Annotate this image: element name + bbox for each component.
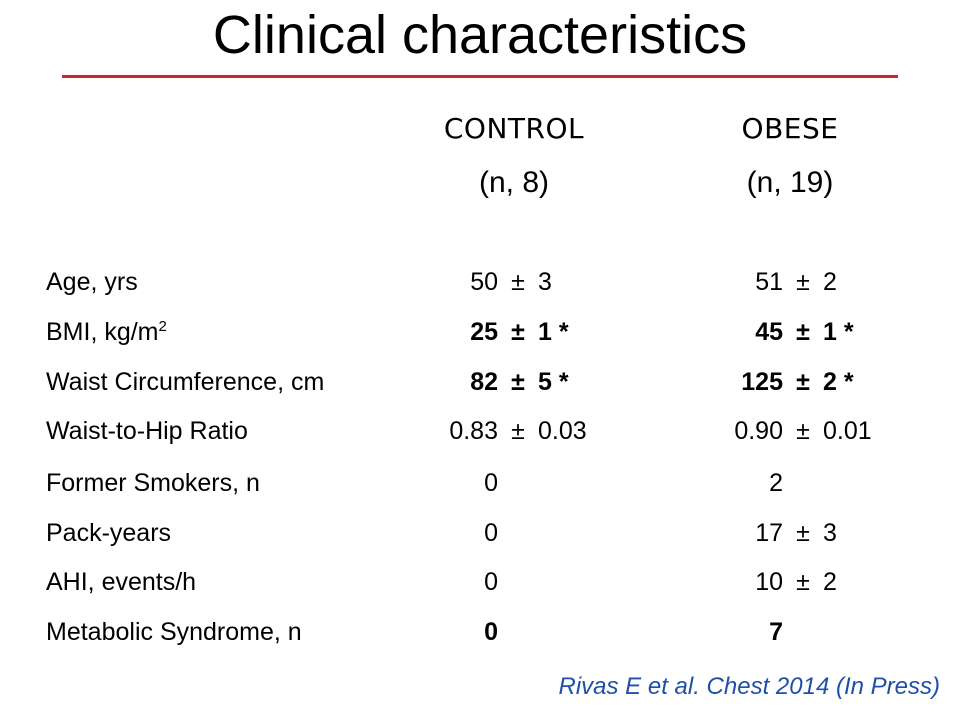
obese-value: 125 <box>741 368 783 396</box>
control-column-n: (n, 8) <box>478 166 550 199</box>
obese-value: 2 <box>769 469 783 497</box>
control-value: 0 <box>484 618 498 646</box>
control-value: 82 <box>470 368 498 396</box>
obese-sd: 0.01 <box>823 417 872 445</box>
row-label: Waist-to-Hip Ratio <box>46 411 248 451</box>
control-sd: 5 * <box>538 368 569 396</box>
control-value: 25 <box>470 318 498 346</box>
row-label-text: Metabolic Syndrome, n <box>46 618 302 646</box>
row-label: Waist Circumference, cm <box>46 362 324 402</box>
control-sd: 3 <box>538 268 552 296</box>
control-plus-minus: ± <box>511 268 525 296</box>
slide-title: Clinical characteristics <box>212 5 748 65</box>
obese-value: 10 <box>755 568 783 596</box>
obese-value: 51 <box>755 268 783 296</box>
obese-sd: 2 * <box>823 368 854 396</box>
table-row: Waist-to-Hip Ratio 0.83 ±0.03 0.90 ±0.01 <box>0 411 960 451</box>
row-label: Metabolic Syndrome, n <box>46 612 302 652</box>
table-row: Pack-years 0 17 ±3 <box>0 513 960 553</box>
control-sd: 0.03 <box>538 417 587 445</box>
row-label-text: Waist-to-Hip Ratio <box>46 417 248 445</box>
control-value: 0.83 <box>449 417 498 445</box>
obese-sd: 2 <box>823 568 837 596</box>
row-label-text: BMI, kg/m <box>46 318 159 346</box>
obese-sd: 1 * <box>823 318 854 346</box>
row-label-text: Former Smokers, n <box>46 469 260 497</box>
table-row: Former Smokers, n 0 2 <box>0 463 960 503</box>
control-value: 0 <box>484 519 498 547</box>
control-value: 0 <box>484 469 498 497</box>
row-label-text: AHI, events/h <box>46 568 197 596</box>
obese-sd: 2 <box>823 268 837 296</box>
obese-value: 0.90 <box>734 417 783 445</box>
obese-value: 17 <box>755 519 783 547</box>
table-row: AHI, events/h 0 10 ±2 <box>0 562 960 602</box>
obese-plus-minus: ± <box>796 417 810 445</box>
control-plus-minus: ± <box>511 368 525 396</box>
control-value: 50 <box>470 268 498 296</box>
obese-value: 45 <box>755 318 783 346</box>
control-plus-minus: ± <box>511 417 525 445</box>
obese-plus-minus: ± <box>796 519 810 547</box>
obese-column-header: OBESE <box>741 112 839 145</box>
row-label-text: Pack-years <box>46 519 172 547</box>
row-label: AHI, events/h <box>46 562 196 602</box>
row-label: BMI, kg/m2 <box>46 312 167 352</box>
title-underline <box>62 75 898 78</box>
obese-value: 7 <box>769 618 783 646</box>
table-row: Waist Circumference, cm 82 ±5 * 125 ±2 * <box>0 362 960 402</box>
obese-plus-minus: ± <box>796 318 810 346</box>
obese-plus-minus: ± <box>796 268 810 296</box>
table-row: Metabolic Syndrome, n 0 7 <box>0 612 960 652</box>
row-label-text: Waist Circumference, cm <box>46 368 325 396</box>
obese-sd: 3 <box>823 519 837 547</box>
table-row: BMI, kg/m2 25 ±1 * 45 ±1 * <box>0 312 960 352</box>
control-plus-minus: ± <box>511 318 525 346</box>
row-label: Age, yrs <box>46 262 138 302</box>
row-label: Former Smokers, n <box>46 463 260 503</box>
control-value: 0 <box>484 568 498 596</box>
control-column-header: CONTROL <box>443 112 585 145</box>
obese-plus-minus: ± <box>796 568 810 596</box>
obese-plus-minus: ± <box>796 368 810 396</box>
obese-column-n: (n, 19) <box>746 166 834 199</box>
row-label-text: Age, yrs <box>46 268 138 296</box>
citation: Rivas E et al. Chest 2014 (In Press) <box>558 673 941 700</box>
table-row: Age, yrs 50 ±3 51 ±2 <box>0 262 960 302</box>
row-label-superscript: 2 <box>158 318 167 335</box>
row-label: Pack-years <box>46 513 171 553</box>
control-sd: 1 * <box>538 318 569 346</box>
